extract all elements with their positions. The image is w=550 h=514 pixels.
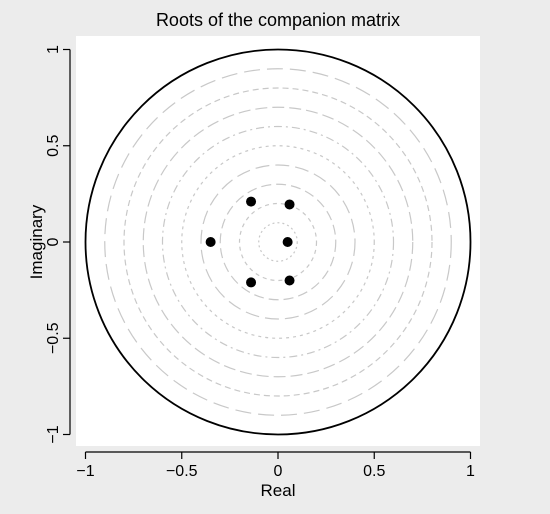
- plot-area: [76, 36, 480, 446]
- reference-circle: [219, 183, 337, 301]
- root-point: [205, 237, 216, 247]
- x-tick-label: 1: [466, 463, 475, 480]
- x-tick-label: 0: [274, 463, 283, 480]
- root-point: [246, 196, 257, 207]
- root-point: [246, 277, 257, 288]
- reference-circle: [238, 202, 318, 282]
- y-tick-label: −0.5: [45, 322, 62, 354]
- x-tick-label: −0.5: [166, 463, 198, 480]
- root-point: [282, 237, 293, 247]
- x-axis-title: Real: [261, 481, 296, 500]
- root-point: [284, 199, 295, 210]
- reference-circle: [200, 164, 356, 320]
- y-axis-title: Imaginary: [27, 204, 46, 279]
- reference-circles: [104, 68, 452, 416]
- reference-circle: [123, 87, 433, 397]
- unit-circle: [84, 48, 472, 436]
- reference-circle: [258, 222, 298, 262]
- x-tick-label: 0.5: [363, 463, 385, 480]
- y-axis: −1 −0.5 0 0.5 1: [45, 45, 71, 444]
- y-tick-label: 0.5: [45, 135, 62, 157]
- x-axis: −1 −0.5 0 0.5 1: [76, 451, 475, 480]
- root-points: [205, 196, 295, 288]
- reference-circle: [142, 106, 414, 378]
- y-tick-label: 0: [45, 237, 62, 246]
- reference-circle: [161, 125, 395, 359]
- y-tick-label: −1: [45, 425, 62, 443]
- x-ticks: −1 −0.5 0 0.5 1: [76, 452, 475, 480]
- chart-title: Roots of the companion matrix: [156, 10, 400, 30]
- y-ticks: −1 −0.5 0 0.5 1: [45, 45, 70, 444]
- y-tick-label: 1: [45, 45, 62, 54]
- x-tick-label: −1: [76, 463, 94, 480]
- root-point: [284, 275, 295, 286]
- reference-circle: [181, 145, 375, 339]
- reference-circle: [104, 68, 452, 416]
